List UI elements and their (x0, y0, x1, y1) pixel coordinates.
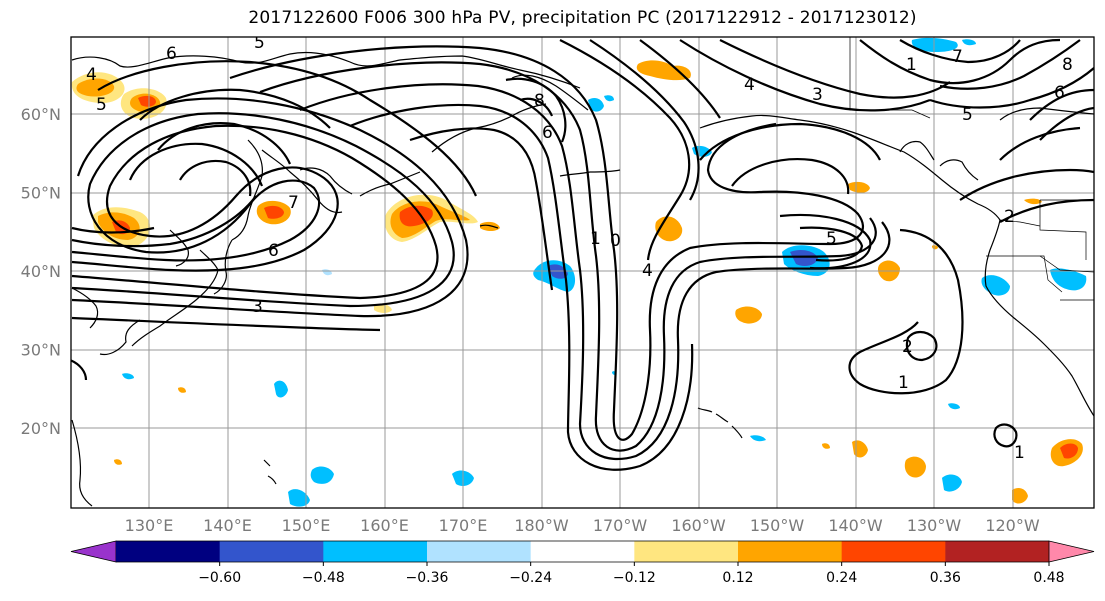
colorbar-swatch (945, 541, 1050, 562)
longitude-label: 130°W (907, 516, 962, 535)
latitude-labels: 60°N 50°N 40°N 30°N 20°N (21, 105, 61, 438)
latitude-label: 20°N (21, 419, 61, 438)
pv-contours (71, 38, 1094, 471)
colorbar-extend-high (1048, 540, 1095, 563)
colorbar-swatch (634, 541, 739, 562)
colorbar-tick-label: −0.36 (406, 570, 449, 586)
contour-label: 6 (542, 123, 553, 143)
colorbar-swatch (219, 541, 324, 562)
latitude-label: 60°N (21, 105, 61, 124)
colorbar-swatch (323, 541, 428, 562)
longitude-label: 140°E (203, 516, 252, 535)
contour-label: 1 (1014, 443, 1025, 463)
contour-label: 8 (534, 91, 545, 111)
longitude-label: 160°W (671, 516, 726, 535)
colorbar-tick-label: −0.24 (509, 570, 552, 586)
map-panel (71, 37, 1094, 508)
colorbar-swatch (427, 541, 532, 562)
map-frame (70, 36, 1095, 509)
contour-label: 1 (898, 373, 909, 393)
longitude-label: 160°E (360, 516, 409, 535)
latitude-label: 30°N (21, 341, 61, 360)
longitude-label: 120°W (985, 516, 1040, 535)
longitude-label: 170°E (439, 516, 488, 535)
colorbar-border (116, 540, 1049, 563)
contour-label: 1 (906, 55, 917, 75)
colorbar-swatch (841, 541, 946, 562)
contour-label: 6 (268, 241, 279, 261)
contour-label: 5 (96, 95, 107, 115)
contour-label: 1 (590, 229, 601, 249)
contour-label: 3 (252, 297, 263, 317)
colorbar-tick-label: 0.24 (826, 570, 857, 586)
contour-label: 6 (1054, 83, 1065, 103)
longitude-label: 170°W (593, 516, 648, 535)
longitude-label: 140°W (828, 516, 883, 535)
contour-label: 5 (254, 33, 265, 53)
contour-label: 8 (1062, 55, 1073, 75)
longitude-label: 130°E (125, 516, 174, 535)
contour-label: 7 (952, 47, 963, 67)
contour-label: 5 (962, 105, 973, 125)
longitude-labels: 130°E 140°E 150°E 160°E 170°E 180°W 170°W 160°W… (125, 516, 1040, 535)
contour-label: 4 (642, 261, 653, 281)
colorbar-swatch (530, 541, 635, 562)
colorbar-tick-label: −0.48 (302, 570, 345, 586)
contour-labels: 6 5 4 5 7 6 3 8 6 1 0 4 4 3 1 7 8 6 5 5 … (86, 33, 1073, 463)
contour-label: 2 (1004, 207, 1015, 227)
longitude-label: 150°E (282, 516, 331, 535)
colorbar-tick-label: −0.12 (613, 570, 656, 586)
contour-label: 2 (902, 337, 913, 357)
colorbar-swatch (116, 541, 221, 562)
colorbar-swatch (738, 541, 843, 562)
contour-label: 4 (744, 75, 755, 95)
longitude-label: 180°W (514, 516, 569, 535)
contour-label: 3 (812, 85, 823, 105)
colorbar-tick-label: 0.36 (930, 570, 961, 586)
colorbar-extend-low (70, 540, 117, 563)
contour-label: 0 (610, 231, 621, 251)
contour-label: 6 (166, 44, 177, 64)
latitude-label: 40°N (21, 262, 61, 281)
colorbar-tick-label: 0.48 (1033, 570, 1064, 586)
map-title: 2017122600 F006 300 hPa PV, precipitatio… (248, 8, 917, 28)
colorbar-tick-label: 0.12 (722, 570, 753, 586)
longitude-label: 150°W (750, 516, 805, 535)
contour-label: 5 (826, 229, 837, 249)
contour-label: 4 (86, 65, 97, 85)
contour-label: 7 (288, 193, 299, 213)
coastlines (71, 51, 1094, 507)
colorbar-tick-label: −0.60 (198, 570, 241, 586)
latitude-label: 50°N (21, 184, 61, 203)
colorbar: −0.60 −0.48 −0.36 −0.24 −0.12 0.12 0.24 0.36 0.4… (70, 540, 1095, 586)
